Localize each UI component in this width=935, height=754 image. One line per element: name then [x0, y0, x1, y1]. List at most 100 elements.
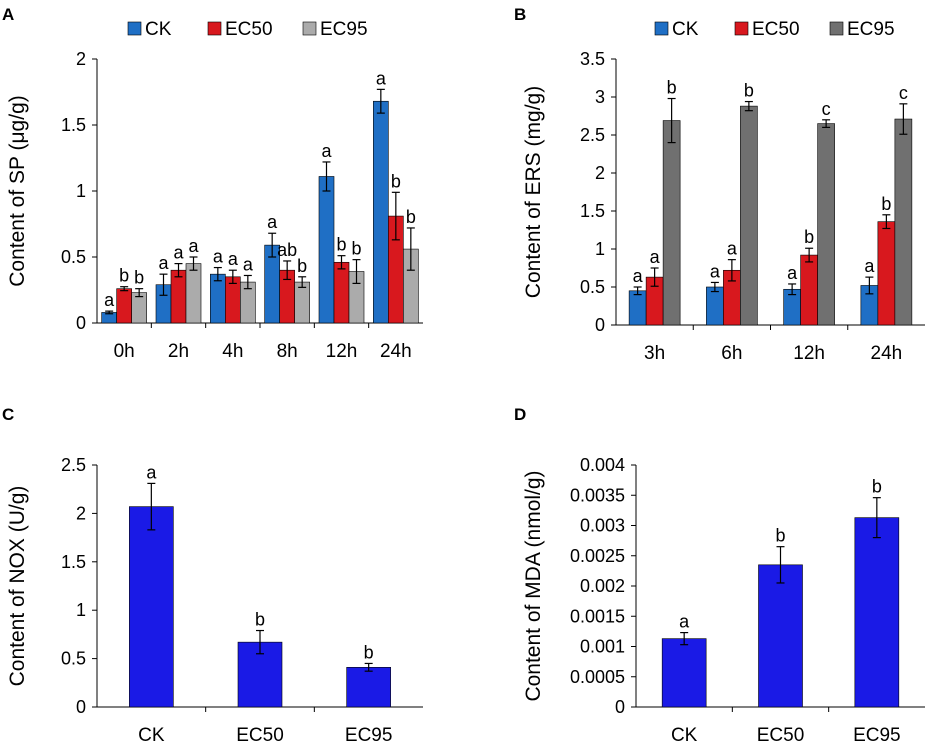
chart-d-y-tick-label: 0.003 — [580, 516, 625, 536]
chart-b-legend-label: EC95 — [847, 19, 895, 40]
chart-b-bar — [877, 221, 896, 326]
chart-b-significance-label: c — [822, 99, 831, 119]
chart-a-legend-label: EC95 — [320, 19, 368, 40]
chart-d-y-axis-title: Content of MDA (nmol/g) — [522, 470, 545, 701]
chart-a-x-tick-label: 24h — [380, 341, 412, 362]
chart-c: 0 0.5 1 1.5 2 2.5 CK EC50 EC95 Content of NOX (U/… — [6, 455, 423, 746]
chart-b-legend-swatch — [829, 21, 844, 36]
chart-b-significance-label: b — [804, 227, 814, 247]
chart-a-significance-label: a — [228, 249, 239, 269]
chart-c-y-tick-label: 1.5 — [61, 552, 86, 572]
chart-b-y-tick-label: 1 — [595, 239, 605, 259]
chart-a-x-tick-label: 2h — [168, 341, 189, 362]
chart-b-y-tick-label: 2 — [595, 163, 605, 183]
chart-a-y-tick-label: 1 — [76, 181, 86, 201]
chart-a-significance-label: b — [351, 239, 361, 259]
chart-a-legend-swatch — [302, 21, 317, 36]
chart-a-y-tick-label: 1.5 — [61, 115, 86, 135]
chart-b-legend-swatch — [654, 21, 669, 36]
chart-a-significance-label: a — [376, 68, 387, 88]
chart-a-y-tick-label: 2 — [76, 49, 86, 69]
chart-b-x-tick-label: 12h — [793, 343, 825, 364]
chart-a-y-tick-label: 0 — [76, 313, 86, 333]
chart-c-y-tick-label: 0 — [76, 697, 86, 717]
chart-b-significance-label: a — [864, 256, 875, 276]
chart-b-significance-label: a — [710, 261, 721, 281]
chart-d-bar — [661, 638, 707, 708]
chart-a-y-tick-label: 0.5 — [61, 247, 86, 267]
chart-a-bar — [294, 281, 310, 324]
chart-c-y-axis-title: Content of NOX (U/g) — [6, 486, 29, 687]
chart-d-x-tick-label: EC95 — [853, 725, 901, 746]
chart-d-significance-label: b — [775, 526, 785, 546]
chart-d-y-tick-label: 0.0025 — [570, 546, 625, 566]
panel-letter-b: B — [514, 5, 526, 24]
chart-b-y-tick-label: 1.5 — [580, 201, 605, 221]
chart-b: 0 0.5 1 1.5 2 2.5 3 3.5 3h 6h 12h 24h Content of ERS… — [522, 19, 925, 364]
panel-letter-a: A — [2, 5, 14, 24]
chart-b-y-tick-label: 0.5 — [580, 277, 605, 297]
chart-c-bar — [129, 506, 174, 708]
chart-a-legend-swatch — [127, 21, 142, 36]
chart-a-bar — [373, 100, 389, 324]
chart-c-significance-label: a — [146, 462, 157, 482]
chart-b-significance-label: a — [633, 266, 644, 286]
chart-b-x-tick-label: 3h — [644, 343, 665, 364]
chart-c-y-tick-label: 2 — [76, 503, 86, 523]
chart-b-bar — [740, 105, 758, 326]
chart-b-legend-label: CK — [672, 19, 699, 40]
chart-d: 0 0.0005 0.001 0.0015 0.002 0.0025 0.003 0.0035… — [522, 455, 925, 746]
chart-a-x-tick-label: 0h — [114, 341, 135, 362]
chart-c-y-tick-label: 0.5 — [61, 649, 86, 669]
chart-c-y-tick-label: 2.5 — [61, 455, 86, 475]
panel-letter-c: C — [2, 405, 14, 424]
chart-d-y-tick-label: 0.0005 — [570, 667, 625, 687]
chart-d-significance-label: b — [872, 477, 882, 497]
chart-a: 0 0.5 1 1.5 2 0h 2h 4h 8h 12h 24h Content of SP (μg… — [6, 19, 423, 362]
chart-b-y-tick-label: 0 — [595, 315, 605, 335]
chart-a-bar — [318, 176, 335, 324]
chart-d-bar — [854, 517, 900, 708]
chart-c-significance-label: b — [364, 642, 374, 662]
chart-a-significance-label: b — [406, 207, 416, 227]
chart-c-x-tick-label: CK — [138, 725, 165, 746]
chart-a-significance-label: a — [243, 254, 254, 274]
chart-b-significance-label: b — [881, 194, 891, 214]
chart-b-legend-label: EC50 — [752, 19, 800, 40]
chart-b-bar — [662, 120, 681, 326]
chart-b-y-tick-label: 2.5 — [580, 125, 605, 145]
chart-c-x-tick-label: EC95 — [345, 725, 393, 746]
chart-a-legend-swatch — [207, 21, 222, 36]
chart-a-significance-label: a — [158, 253, 169, 273]
chart-d-y-tick-label: 0 — [615, 697, 625, 717]
chart-c-x-tick-label: EC50 — [236, 725, 284, 746]
chart-b-y-tick-label: 3.5 — [580, 49, 605, 69]
chart-c-significance-label: b — [255, 610, 265, 630]
chart-a-significance-label: b — [297, 256, 307, 276]
chart-a-significance-label: a — [213, 247, 224, 267]
chart-b-significance-label: a — [787, 263, 798, 283]
chart-d-y-tick-label: 0.001 — [580, 637, 625, 657]
chart-a-significance-label: b — [134, 268, 144, 288]
chart-a-significance-label: a — [267, 212, 278, 232]
chart-d-y-tick-label: 0.002 — [580, 576, 625, 596]
chart-b-bar — [817, 123, 835, 326]
chart-d-x-tick-label: CK — [671, 725, 698, 746]
chart-b-significance-label: a — [727, 239, 738, 259]
chart-a-legend-label: CK — [145, 19, 172, 40]
chart-a-significance-label: a — [173, 243, 184, 263]
chart-a-significance-label: ab — [277, 240, 297, 260]
chart-d-y-tick-label: 0.004 — [580, 455, 625, 475]
chart-a-bar — [333, 261, 350, 324]
chart-a-significance-label: a — [104, 290, 115, 310]
chart-a-significance-label: b — [336, 235, 346, 255]
chart-a-x-tick-label: 12h — [326, 341, 358, 362]
chart-b-bar — [894, 118, 913, 326]
chart-d-y-tick-label: 0.0035 — [570, 485, 625, 505]
chart-d-y-tick-label: 0.0015 — [570, 606, 625, 626]
chart-c-y-tick-label: 1 — [76, 600, 86, 620]
chart-d-x-tick-label: EC50 — [757, 725, 805, 746]
chart-c-bar — [346, 667, 391, 708]
chart-a-bar — [185, 263, 202, 324]
